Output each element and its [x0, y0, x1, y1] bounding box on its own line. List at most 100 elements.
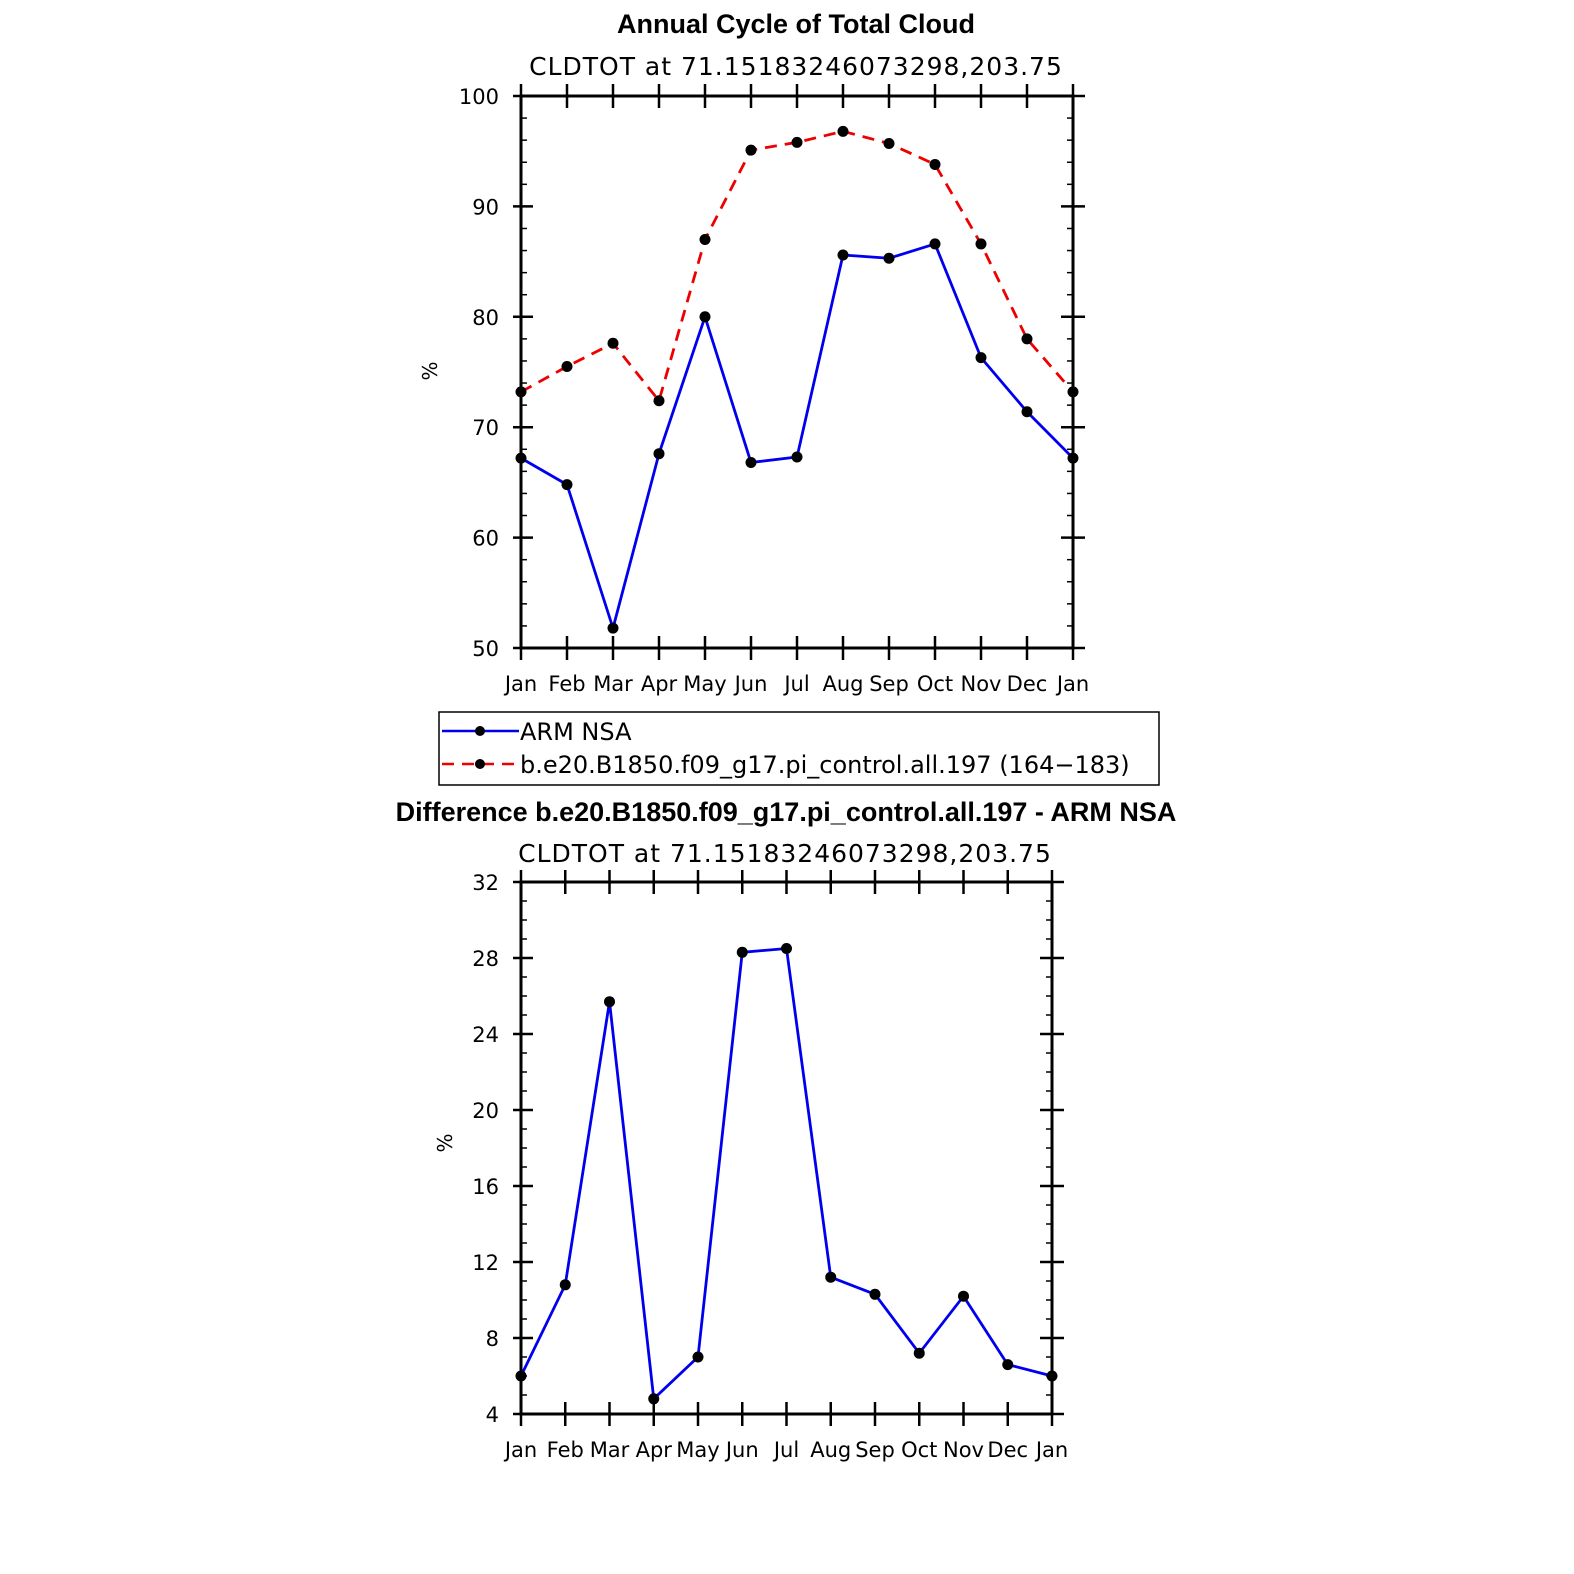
x-tick-label: Sep [855, 1438, 895, 1462]
y-tick-label: 100 [459, 85, 499, 109]
x-tick-label: Feb [547, 1438, 584, 1462]
series-lines [520, 129, 1075, 630]
y-axis-label: % [418, 361, 442, 380]
legend-entry-arm-nsa: ARM NSA [442, 718, 632, 746]
x-tick-label: May [683, 672, 726, 696]
data-point [607, 622, 619, 634]
data-point [913, 1347, 925, 1359]
data-point [1021, 333, 1033, 345]
chart-subtitle: CLDTOT at 71.15183246073298,203.75 [529, 52, 1063, 81]
x-tick-label: Jan [1055, 672, 1089, 696]
chart-title: Annual Cycle of Total Cloud [617, 9, 975, 39]
difference-chart: Difference b.e20.B1850.f09_g17.pi_contro… [396, 797, 1177, 1462]
x-tick-label: Apr [641, 672, 678, 696]
series-line-0 [519, 947, 1053, 1401]
legend-entry-model: b.e20.B1850.f09_g17.pi_control.all.197 (… [442, 751, 1130, 779]
x-tick-label: Apr [636, 1438, 673, 1462]
data-point [736, 946, 748, 958]
data-point [975, 352, 987, 364]
y-tick-label: 50 [472, 637, 499, 661]
y-tick-label: 8 [486, 1327, 499, 1351]
plot-frame [519, 880, 1054, 1416]
data-point [515, 1370, 527, 1382]
x-tick-label: Oct [917, 672, 953, 696]
data-point [1021, 406, 1033, 418]
y-tick-label: 90 [472, 195, 499, 219]
data-point [561, 360, 573, 372]
data-point [1067, 452, 1079, 464]
x-tick-label: Mar [590, 1438, 630, 1462]
x-tick-label: Aug [810, 1438, 851, 1462]
legend-label-model: b.e20.B1850.f09_g17.pi_control.all.197 (… [520, 751, 1130, 779]
data-point [791, 451, 803, 463]
data-point [883, 252, 895, 264]
data-point [515, 452, 527, 464]
data-point [929, 158, 941, 170]
data-point [604, 996, 615, 1008]
x-tick-label: Oct [901, 1438, 937, 1462]
axis-tick-labels: Jan Feb Mar Apr May Jun Jul Aug Sep Oct Nov Dec Jan5… [459, 85, 1089, 696]
data-point [1046, 1370, 1058, 1382]
x-tick-label: Jul [782, 672, 809, 696]
data-point [837, 125, 849, 137]
x-tick-label: Nov [961, 672, 1002, 696]
series-points [515, 125, 1079, 634]
data-point [653, 395, 665, 407]
data-point [929, 238, 941, 250]
series-line-0 [520, 242, 1074, 630]
data-point [825, 1271, 837, 1283]
legend: ARM NSA b.e20.B1850.f09_g17.pi_control.a… [438, 711, 1160, 786]
axis-tick-labels: Jan Feb Mar Apr May Jun Jul Aug Sep Oct Nov Dec Jan4… [472, 871, 1068, 1462]
y-tick-label: 70 [472, 416, 499, 440]
x-tick-label: Aug [822, 672, 863, 696]
x-tick-label: Jan [503, 1438, 537, 1462]
series-points [515, 943, 1058, 1405]
data-point [883, 137, 895, 149]
data-point [559, 1279, 571, 1291]
data-point [515, 386, 527, 398]
legend-box [438, 711, 1160, 786]
data-point [975, 238, 987, 250]
legend-swatch-marker-arm-nsa [475, 726, 485, 736]
y-axis-label: % [433, 1133, 457, 1152]
data-point [837, 249, 849, 261]
x-tick-label: Dec [987, 1438, 1028, 1462]
x-tick-label: Jun [733, 672, 768, 696]
data-point [699, 311, 711, 323]
y-tick-label: 20 [472, 1099, 499, 1123]
data-point [561, 479, 573, 491]
data-point [1002, 1359, 1014, 1371]
x-tick-label: Nov [943, 1438, 984, 1462]
legend-label-arm-nsa: ARM NSA [520, 718, 632, 746]
data-point [648, 1393, 660, 1405]
x-tick-label: Jan [503, 672, 537, 696]
y-tick-label: 60 [472, 527, 499, 551]
x-tick-label: Mar [593, 672, 633, 696]
y-tick-label: 4 [486, 1403, 499, 1427]
legend-swatch-marker-model [475, 759, 485, 769]
data-point [745, 144, 757, 156]
data-point [791, 136, 803, 148]
data-point [1067, 386, 1079, 398]
annual-cycle-chart: Annual Cycle of Total Cloud CLDTOT at 71… [418, 9, 1089, 696]
plot-frame [519, 94, 1075, 650]
series-line-1 [520, 129, 1075, 403]
y-tick-label: 28 [472, 947, 499, 971]
chart-title: Difference b.e20.B1850.f09_g17.pi_contro… [396, 797, 1177, 827]
x-tick-label: Sep [869, 672, 909, 696]
data-point [781, 943, 792, 954]
data-point [607, 337, 619, 349]
y-tick-label: 16 [472, 1175, 499, 1199]
series-lines [519, 947, 1053, 1401]
x-tick-label: Dec [1007, 672, 1048, 696]
x-tick-label: Jul [772, 1438, 799, 1462]
axis-ticks [513, 84, 1085, 660]
data-point [692, 1351, 704, 1363]
y-tick-label: 32 [472, 871, 499, 895]
chart-subtitle: CLDTOT at 71.15183246073298,203.75 [518, 839, 1052, 868]
y-tick-label: 24 [472, 1023, 499, 1047]
data-point [653, 448, 665, 460]
y-tick-label: 80 [472, 306, 499, 330]
data-point [699, 234, 711, 246]
